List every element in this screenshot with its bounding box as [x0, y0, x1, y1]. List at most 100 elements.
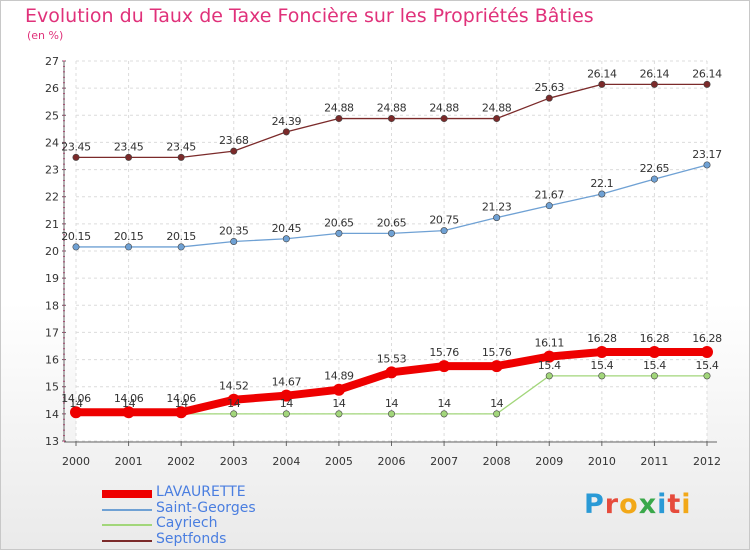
y-tick-label: 24 — [45, 136, 59, 149]
logo-letter: o — [619, 489, 639, 520]
data-label-lavaurette: 16.28 — [587, 332, 617, 345]
data-point-septfonds — [545, 94, 553, 102]
y-tick-label: 13 — [45, 435, 59, 448]
legend-swatch — [102, 508, 152, 511]
data-label-lavaurette: 14.89 — [324, 370, 354, 383]
data-label-cayriech: 15.4 — [538, 359, 561, 372]
data-point-lavaurette — [227, 393, 240, 406]
x-tick-label: 2012 — [693, 455, 721, 468]
data-point-cayriech — [282, 410, 290, 418]
data-point-saint-georges — [493, 214, 501, 222]
data-label-septfonds: 23.45 — [114, 140, 144, 153]
x-tick-label: 2002 — [167, 455, 195, 468]
y-tick-label: 18 — [45, 299, 59, 312]
proxiti-logo: Proxiti — [584, 489, 692, 520]
data-point-saint-georges — [703, 161, 711, 169]
data-point-cayriech — [335, 410, 343, 418]
data-label-saint-georges: 20.65 — [324, 216, 354, 229]
x-tick-label: 2008 — [483, 455, 511, 468]
x-tick-label: 2004 — [272, 455, 300, 468]
data-point-cayriech — [440, 410, 448, 418]
data-point-saint-georges — [177, 243, 185, 251]
logo-letter: i — [657, 489, 668, 520]
data-label-saint-georges: 22.1 — [590, 177, 613, 190]
data-label-saint-georges: 22.65 — [640, 162, 670, 175]
data-point-cayriech — [545, 372, 553, 380]
data-label-saint-georges: 21.23 — [482, 201, 512, 214]
logo-letter: P — [584, 489, 605, 520]
data-label-cayriech: 14 — [175, 397, 189, 410]
data-label-lavaurette: 16.11 — [535, 337, 565, 350]
y-tick-label: 23 — [45, 164, 59, 177]
data-point-saint-georges — [72, 243, 80, 251]
logo-letter: i — [681, 489, 692, 520]
legend-label: Saint-Georges — [156, 499, 256, 516]
data-label-saint-georges: 20.75 — [429, 214, 459, 227]
legend-swatch — [102, 524, 152, 526]
data-point-cayriech — [598, 372, 606, 380]
data-point-septfonds — [493, 115, 501, 123]
data-point-saint-georges — [545, 202, 553, 210]
data-label-lavaurette: 14.06 — [61, 392, 91, 405]
data-point-saint-georges — [387, 229, 395, 237]
axes: 13 14 15 16 17 18 19 20 21 22 23 24 25 26 27 2000 2001 20… — [45, 55, 721, 468]
data-point-saint-georges — [650, 175, 658, 183]
y-tick-label: 20 — [45, 245, 59, 258]
data-label-lavaurette: 14.06 — [166, 392, 196, 405]
data-point-septfonds — [72, 153, 80, 161]
data-point-lavaurette — [122, 406, 135, 419]
data-point-septfonds — [335, 115, 343, 123]
y-tick-label: 25 — [45, 109, 59, 122]
data-point-saint-georges — [125, 243, 133, 251]
data-label-saint-georges: 23.17 — [692, 148, 722, 161]
data-point-saint-georges — [230, 238, 238, 246]
unit-label: (en %) — [27, 29, 64, 42]
legend-swatch — [102, 539, 152, 542]
logo-letter: r — [604, 489, 620, 520]
x-tick-label: 2009 — [535, 455, 563, 468]
data-point-lavaurette — [175, 406, 188, 419]
data-label-septfonds: 26.14 — [692, 67, 722, 80]
x-tick-label: 2001 — [115, 455, 143, 468]
data-label-saint-georges: 20.35 — [219, 225, 249, 238]
data-label-septfonds: 26.14 — [587, 67, 617, 80]
data-label-cayriech: 14 — [227, 397, 241, 410]
data-label-lavaurette: 15.53 — [377, 352, 407, 365]
x-tick-label: 2010 — [588, 455, 616, 468]
data-label-saint-georges: 20.45 — [272, 222, 302, 235]
data-point-cayriech — [230, 410, 238, 418]
data-label-saint-georges: 20.15 — [114, 230, 144, 243]
logo-letter: x — [638, 489, 658, 520]
y-tick-label: 21 — [45, 218, 59, 231]
data-label-cayriech: 14 — [490, 397, 504, 410]
data-label-lavaurette: 14.67 — [272, 376, 302, 389]
data-label-septfonds: 26.14 — [640, 67, 670, 80]
legend-label: LAVAURETTE — [156, 484, 246, 500]
data-label-cayriech: 15.4 — [696, 359, 719, 372]
data-label-lavaurette: 16.28 — [692, 332, 722, 345]
data-label-cayriech: 14 — [69, 397, 83, 410]
y-tick-label: 17 — [45, 326, 59, 339]
data-point-septfonds — [703, 80, 711, 88]
data-label-lavaurette: 14.52 — [219, 380, 249, 393]
data-point-lavaurette — [701, 345, 713, 358]
data-point-lavaurette — [70, 406, 82, 419]
data-point-lavaurette — [648, 345, 661, 358]
data-label-saint-georges: 20.15 — [166, 230, 196, 243]
data-label-septfonds: 23.68 — [219, 134, 249, 147]
data-label-lavaurette: 14.06 — [114, 392, 144, 405]
data-point-cayriech — [387, 410, 395, 418]
data-label-saint-georges: 21.67 — [535, 189, 565, 202]
data-label-lavaurette: 16.28 — [640, 332, 670, 345]
series — [70, 80, 713, 419]
y-tick-label: 16 — [45, 354, 59, 367]
data-point-lavaurette — [490, 360, 503, 373]
y-tick-label: 22 — [45, 191, 59, 204]
chart-title: Evolution du Taux de Taxe Foncière sur l… — [25, 5, 594, 27]
logo-letter: t — [667, 489, 682, 520]
data-point-septfonds — [598, 80, 606, 88]
data-label-septfonds: 24.88 — [377, 102, 407, 115]
data-point-saint-georges — [335, 229, 343, 237]
